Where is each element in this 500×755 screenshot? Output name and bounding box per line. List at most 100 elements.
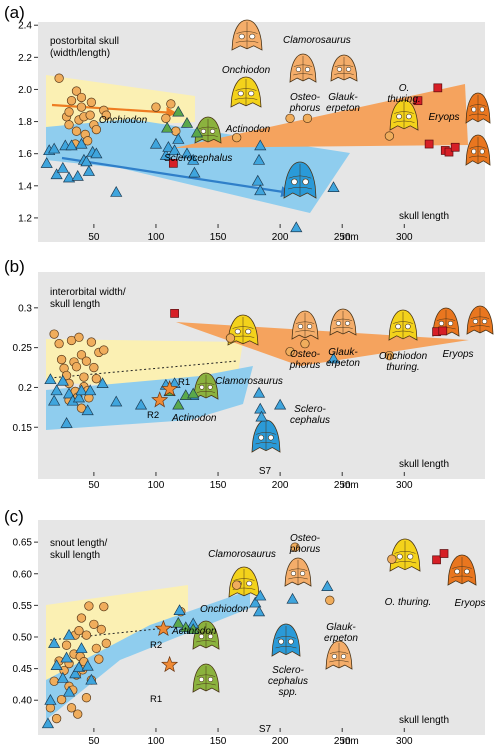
triangle-marker	[188, 166, 201, 178]
actinodon-skull-icon	[192, 663, 220, 693]
label-onchiodon-top: Onchiodon	[222, 65, 271, 76]
label-clamorosaurus-c: Clamorosaurus	[208, 549, 276, 560]
sclerocephalus-skull-icon	[283, 161, 317, 199]
label-othuring-1: O.	[399, 83, 410, 94]
y-tick-label: 0.3	[18, 303, 32, 314]
osteophorus-skull-icon	[284, 557, 312, 587]
triangle-marker	[159, 149, 172, 160]
label-actinodon: Actinodon	[225, 124, 271, 135]
triangle-marker	[44, 373, 57, 385]
x-tick-label: 200	[272, 232, 289, 243]
circle-marker	[166, 99, 176, 109]
triangle-marker	[72, 661, 86, 672]
circle-marker	[89, 362, 99, 373]
circle-marker	[56, 694, 67, 705]
triangle-marker	[187, 623, 200, 634]
glaukerpeton-skull-icon	[329, 308, 357, 336]
circle-marker	[86, 97, 97, 107]
y-tick-label: 1.2	[18, 213, 32, 224]
triangle-marker	[180, 147, 194, 159]
label-osteophorus-c-1: Osteo-	[290, 533, 321, 544]
circle-marker	[81, 630, 92, 640]
circle-marker	[45, 703, 56, 713]
circle-marker	[302, 113, 313, 124]
triangle-marker	[252, 386, 266, 398]
triangle-marker	[62, 685, 76, 697]
triangle-marker	[56, 161, 69, 173]
circle-marker	[54, 73, 64, 83]
circle-marker	[89, 619, 99, 629]
triangle-marker	[96, 377, 109, 389]
circle-marker	[61, 640, 72, 650]
circle-marker	[56, 354, 67, 365]
panel-a: (a) postorbital skull (width/length) sku…	[4, 3, 491, 243]
triangle-marker	[65, 139, 78, 151]
circle-marker	[73, 709, 83, 719]
label-clamorosaurus: Clamorosaurus	[283, 35, 351, 46]
circle-marker	[94, 654, 104, 664]
triangle-marker	[327, 352, 340, 364]
eryops-skull-icon	[465, 92, 491, 124]
panel-a-axes: 1.2 1.4 1.6 1.8 2.0 2.2 2.4 50 100 150 200 250 300	[18, 21, 413, 243]
square-marker	[413, 96, 423, 106]
x-tick-label: 50	[88, 736, 100, 747]
panel-b-label: (b)	[4, 257, 25, 276]
x-tick-label: 300	[396, 480, 413, 491]
triangle-marker	[286, 592, 299, 604]
circle-marker	[76, 350, 87, 360]
panel-b-ylabel-line2: skull length	[50, 299, 100, 310]
triangle-marker	[90, 147, 103, 159]
y-tick-label: 0.2	[18, 383, 32, 394]
panel-c-ylabel-line1: snout length/	[50, 538, 107, 549]
circle-marker	[83, 136, 93, 146]
triangle-marker	[80, 155, 93, 167]
label-onchiodon-b-2: thuring.	[386, 362, 419, 373]
triangle-marker	[82, 165, 96, 176]
triangle-marker	[254, 184, 267, 196]
panel-c-ylabel-line2: skull length	[50, 550, 100, 561]
circle-marker	[384, 350, 395, 361]
square-marker	[450, 142, 460, 152]
panel-a-skulls	[194, 19, 491, 199]
y-tick-label: 1.6	[18, 149, 32, 160]
triangle-marker	[62, 387, 76, 399]
triangle-marker	[187, 387, 200, 399]
othuring-skull-icon	[388, 309, 418, 341]
label-osteophorus-b-1: Osteo-	[290, 349, 321, 360]
circle-marker	[49, 329, 59, 339]
panel-c: (c) snout length/ skull length skull len…	[4, 507, 486, 747]
triangle-marker	[71, 169, 84, 181]
label-onchiodon-c: Onchiodon	[200, 604, 249, 615]
triangle-marker	[327, 181, 340, 192]
circle-marker	[49, 676, 59, 686]
circle-marker	[285, 113, 295, 124]
circle-marker	[74, 626, 84, 636]
circle-marker	[81, 356, 92, 366]
triangle-marker	[180, 116, 194, 128]
circle-marker	[99, 345, 109, 355]
panel-b-markers	[44, 309, 448, 428]
glaukerpeton-skull-icon	[325, 640, 353, 670]
triangle-marker	[161, 121, 174, 133]
label-sclerocephalus-b-1: Sclero-	[294, 404, 326, 415]
circle-marker	[74, 332, 84, 342]
triangle-marker	[252, 153, 266, 165]
triangle-marker	[85, 673, 98, 685]
circle-marker	[101, 638, 111, 648]
x-tick-label: 200	[272, 480, 289, 491]
triangle-marker	[149, 137, 163, 149]
y-tick-label: 1.8	[18, 117, 32, 128]
star-marker	[161, 655, 179, 673]
triangle-marker	[81, 404, 94, 416]
triangle-marker	[251, 174, 264, 186]
triangle-marker	[190, 126, 204, 138]
eryops-skull-icon	[465, 134, 491, 166]
sclerocephalus-skull-icon	[251, 419, 281, 453]
onchiodon-skull-icon	[230, 76, 262, 108]
circle-marker	[76, 102, 87, 112]
label-osteophorus-2: phorus	[289, 103, 321, 114]
panel-a-orange-zone	[174, 84, 468, 148]
sclerocephalus-skull-icon	[271, 623, 301, 657]
label-r2-c: R2	[150, 640, 162, 651]
circle-marker	[66, 96, 77, 106]
